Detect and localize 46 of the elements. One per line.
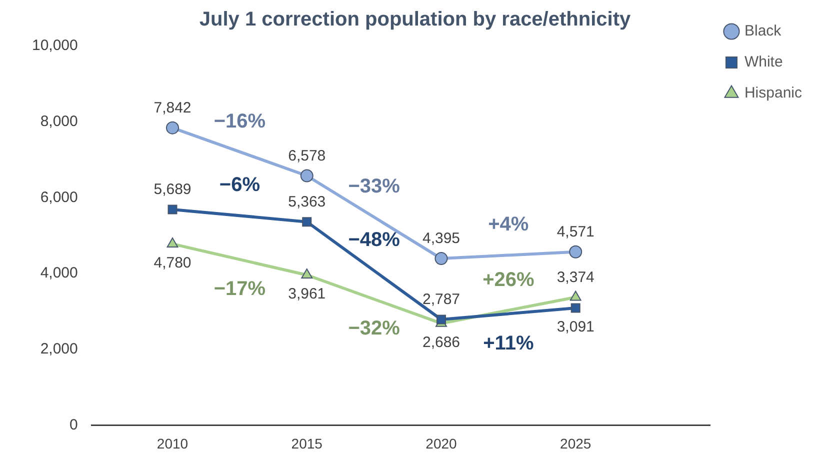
point [570,290,582,301]
point [300,169,314,182]
data-label: 5,363 [288,193,326,210]
point [570,303,580,313]
x-tick-label: 2020 [426,435,458,452]
point [166,121,179,134]
legend-label: Hispanic [744,84,802,102]
y-tick-label: 4,000 [40,264,78,282]
point [168,204,178,214]
y-tick-label: 2,000 [40,340,78,358]
annotation: −6% [219,174,260,196]
data-label: 2,787 [422,291,460,308]
point [301,268,313,278]
y-tick-label: 8,000 [40,112,78,130]
point [166,237,178,248]
annotation: −33% [348,176,400,198]
data-label: 3,091 [556,318,594,336]
data-label: 3,961 [288,286,326,303]
annotation: −32% [348,318,400,340]
x-tick-label: 2025 [560,435,592,452]
annotation: −17% [214,278,266,300]
data-label: 6,578 [288,147,326,164]
annotation: +26% [482,268,534,291]
annotation: −48% [348,229,400,252]
annotation: +4% [488,214,529,236]
legend-label: Black [744,22,782,40]
data-label: 3,374 [556,268,594,286]
y-tick-label: 6,000 [40,188,78,206]
data-label: 4,571 [556,224,594,241]
y-tick-label: 10,000 [32,37,78,54]
point [302,217,312,227]
legend-label: White [744,54,783,71]
data-label: 4,780 [154,254,192,272]
y-tick-label: 0 [70,416,78,434]
x-tick-label: 2010 [156,435,188,452]
x-tick-label: 2015 [291,435,323,452]
point [569,245,582,258]
point [434,252,448,266]
data-label: 5,689 [154,181,192,198]
chart-title: July 1 correction population by race/ethnicity [199,8,632,31]
point [436,314,446,324]
data-label: 2,686 [422,334,460,351]
data-label: 7,842 [154,99,192,116]
annotation: +11% [483,332,534,354]
annotation: −16% [214,110,266,132]
data-label: 4,395 [422,230,460,248]
